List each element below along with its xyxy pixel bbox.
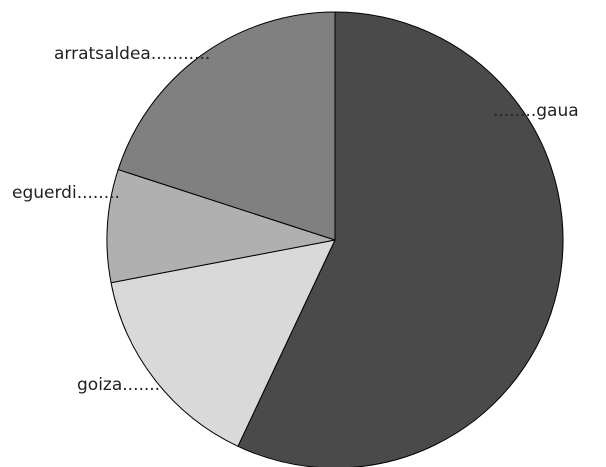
- pie-labels: ........gaua goiza....... eguerdi.......…: [12, 44, 579, 395]
- slice-label-gaua: ........gaua: [493, 101, 579, 121]
- slice-label-arratsaldea: arratsaldea...........: [54, 44, 210, 64]
- pie-slice-eguerdi: [106, 168, 336, 284]
- pie-slice-arratsaldea: [117, 11, 336, 241]
- pie-slices: [106, 11, 564, 467]
- slice-label-goiza: goiza.......: [77, 375, 160, 395]
- slice-label-eguerdi: eguerdi........: [12, 183, 120, 203]
- pie-slice-goiza: [110, 239, 336, 447]
- pie-slice-gaua: [237, 11, 564, 467]
